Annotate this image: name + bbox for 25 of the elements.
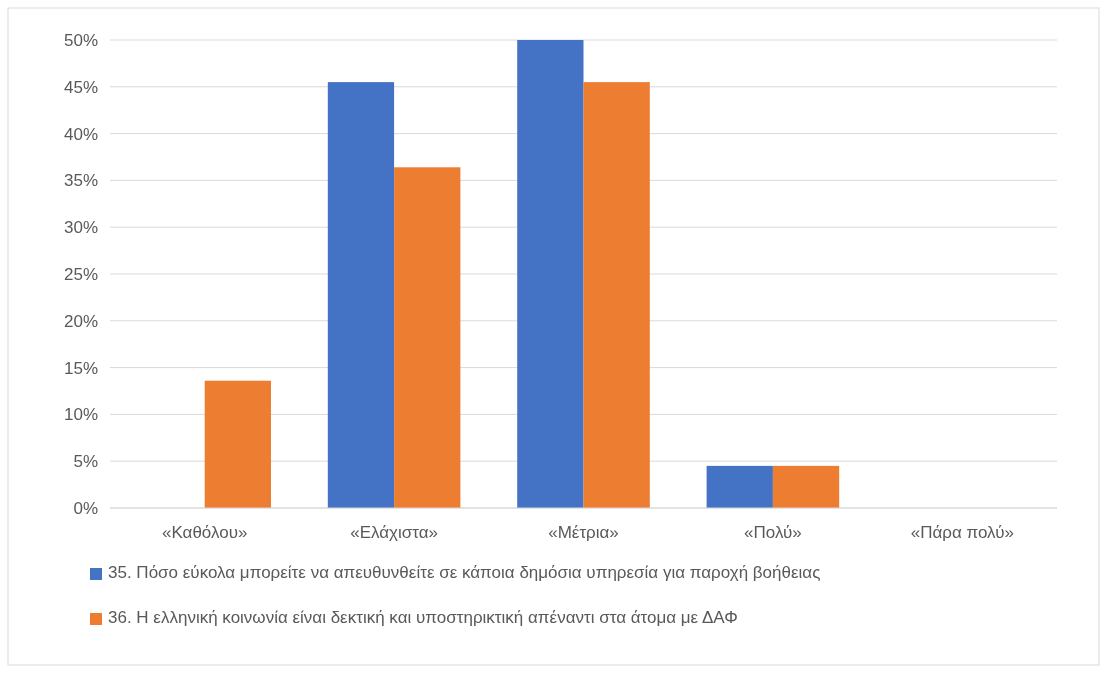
y-tick-label: 40%: [63, 124, 98, 144]
x-tick-label: «Πάρα πολύ»: [910, 523, 1014, 543]
legend-label: 35. Πόσο εύκολα μπορείτε να απευθυνθείτε σε κάποια δημόσια υπηρεσία για παροχή βοήθειας: [108, 563, 821, 582]
y-tick-label: 30%: [63, 218, 98, 238]
bar: [772, 465, 840, 508]
bar: [517, 40, 584, 508]
y-tick-label: 0%: [73, 498, 98, 518]
legend-label: 36. Η ελληνική κοινωνία είναι δεκτική και υποστηρικτική απέναντι στα άτομα με ΔΑΦ: [108, 608, 738, 627]
x-tick-label: «Μέτρια»: [548, 523, 619, 543]
y-tick-label: 5%: [73, 452, 98, 472]
bar: [706, 465, 773, 508]
x-tick-label: «Πολύ»: [744, 523, 802, 543]
y-tick-label: 35%: [63, 171, 98, 191]
y-tick-label: 50%: [63, 30, 98, 50]
bar: [583, 82, 650, 508]
x-tick-label: «Καθόλου»: [161, 523, 248, 543]
y-tick-label: 25%: [63, 264, 98, 284]
bar: [394, 167, 461, 508]
y-tick-label: 20%: [63, 311, 98, 331]
y-tick-label: 15%: [63, 358, 98, 378]
y-tick-label: 10%: [63, 405, 98, 425]
bar: [327, 82, 395, 508]
y-tick-label: 45%: [63, 77, 98, 97]
bar: [204, 380, 271, 508]
x-tick-label: «Ελάχιστα»: [350, 523, 439, 543]
